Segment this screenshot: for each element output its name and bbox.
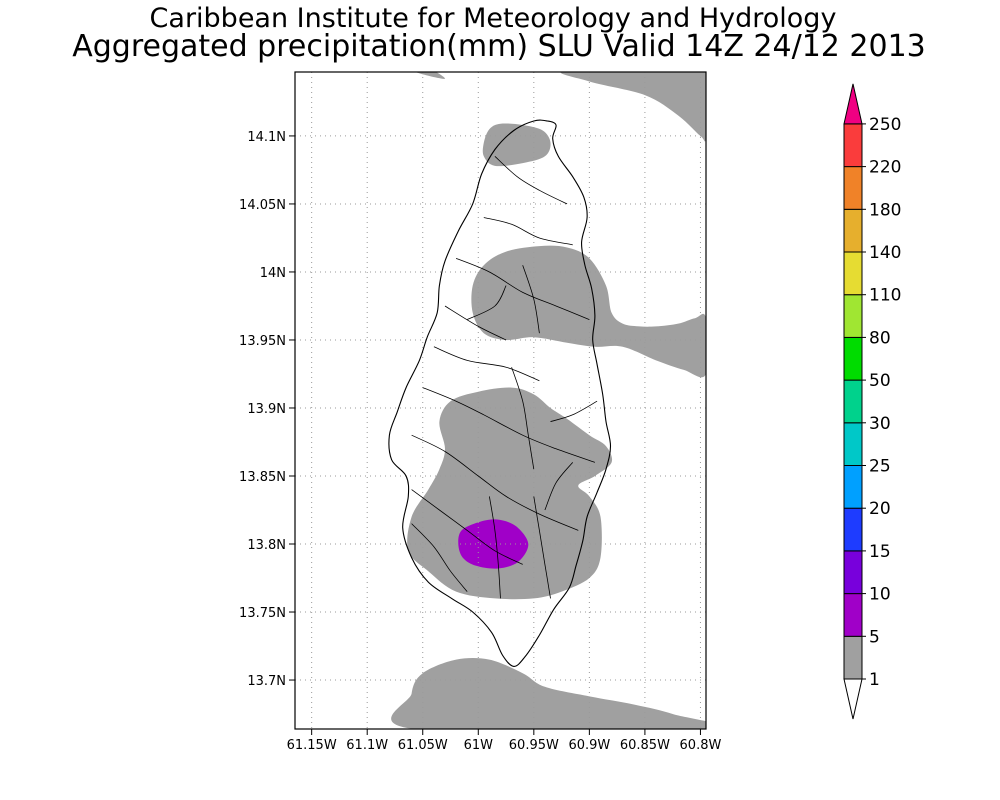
island-outline: [388, 119, 612, 667]
colorbar-label: 110: [869, 286, 901, 306]
colorbar-swatch: [843, 422, 863, 466]
river-line: [522, 265, 540, 334]
colorbar-label: 25: [869, 457, 891, 477]
x-tick-label: 60.85W: [620, 738, 670, 753]
river-line: [433, 346, 540, 382]
river-line: [489, 496, 501, 599]
river-line: [411, 434, 579, 531]
river-line: [422, 387, 596, 463]
colorbar-label: 140: [869, 243, 901, 263]
plot-frame: [294, 71, 707, 730]
x-tick-label: 61.1W: [346, 738, 388, 753]
precip-region-5-10: [458, 519, 529, 569]
colorbar-swatch: [843, 507, 863, 552]
x-axis-ticks: 61.15W 61.1W 61.05W 61W 60.95W 60.9W 60.85W 60.…: [287, 729, 722, 753]
precip-region-1-5: [391, 657, 706, 729]
colorbar-swatch: [843, 593, 863, 637]
river-line: [411, 489, 523, 565]
colorbar-label: 250: [869, 115, 901, 135]
colorbar-swatch: [843, 336, 863, 381]
colorbar-label: 1: [869, 670, 880, 690]
y-tick-label: 13.95N: [239, 334, 286, 349]
colorbar-label: 180: [869, 200, 901, 220]
precip-region-1-5: [482, 123, 551, 167]
colorbar-swatch: [843, 379, 863, 424]
river-line: [455, 258, 590, 320]
colorbar-label: 20: [869, 499, 891, 519]
river-line: [533, 496, 551, 599]
precipitation-layer: [391, 72, 706, 729]
precip-region-1-5: [415, 72, 446, 79]
river-line: [483, 217, 573, 246]
colorbar-swatch: [843, 208, 863, 253]
colorbar-over-triangle: [843, 83, 863, 125]
y-tick-label: 14N: [260, 266, 286, 281]
river-line: [511, 367, 535, 470]
river-line: [411, 523, 468, 592]
colorbar-swatch: [843, 123, 863, 168]
colorbar-label: 220: [869, 158, 901, 178]
colorbar-label: 10: [869, 585, 891, 605]
river-line: [467, 285, 507, 320]
colorbar-label: 80: [869, 328, 891, 348]
river-line: [550, 400, 598, 422]
river-line: [444, 305, 507, 341]
colorbar-swatch: [843, 550, 863, 595]
colorbar-under-triangle: [843, 678, 863, 720]
y-tick-label: 14.1N: [247, 130, 286, 145]
x-tick-label: 61.15W: [287, 738, 337, 753]
y-tick-label: 13.7N: [247, 674, 286, 689]
x-tick-label: 60.95W: [509, 738, 559, 753]
precip-region-1-5: [560, 72, 706, 142]
y-tick-label: 13.85N: [239, 470, 286, 485]
precip-region-1-5: [471, 245, 706, 378]
coastline: [388, 119, 612, 667]
x-tick-label: 61W: [464, 738, 494, 753]
colorbar-label: 15: [869, 542, 891, 562]
colorbar-label: 50: [869, 371, 891, 391]
x-tick-label: 60.8W: [680, 738, 722, 753]
river-line: [494, 156, 568, 205]
y-axis-ticks: 14.1N 14.05N 14N 13.95N 13.9N 13.85N 13.8N 13.7…: [239, 130, 295, 689]
colorbar-swatch: [843, 166, 863, 210]
title-line-1: Caribbean Institute for Meteorology and …: [150, 3, 837, 34]
title-line-2: Aggregated precipitation(mm) SLU Valid 1…: [72, 29, 926, 64]
precip-region-1-5: [407, 387, 613, 600]
colorbar-swatch: [843, 294, 863, 338]
colorbar-swatch: [843, 635, 863, 680]
colorbar-label: 5: [869, 627, 880, 647]
grid-lines: [295, 72, 706, 729]
colorbar-swatch: [843, 251, 863, 296]
y-tick-label: 13.75N: [239, 606, 286, 621]
colorbar-swatch: [843, 465, 863, 509]
y-tick-label: 14.05N: [239, 198, 286, 213]
colorbar-label: 30: [869, 414, 891, 434]
y-tick-label: 13.9N: [247, 402, 286, 417]
y-tick-label: 13.8N: [247, 538, 286, 553]
x-tick-label: 60.9W: [568, 738, 610, 753]
river-line: [544, 462, 574, 511]
x-tick-label: 61.05W: [398, 738, 448, 753]
